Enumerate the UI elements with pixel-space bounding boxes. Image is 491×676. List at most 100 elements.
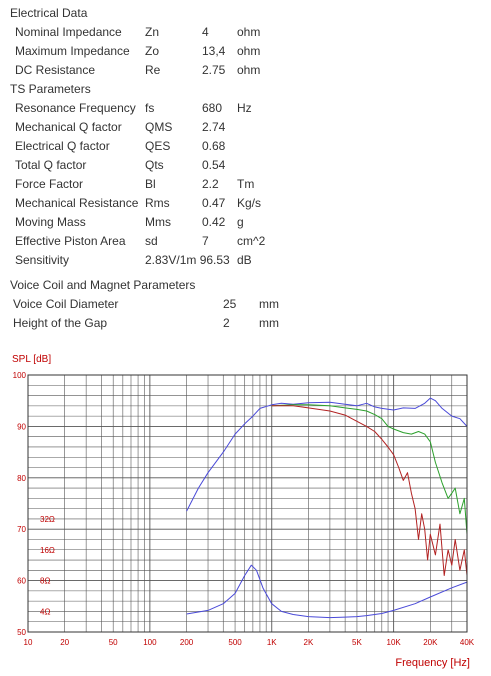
chart-grid xyxy=(28,375,467,632)
chart-ticks: 10 20 50 100 200 500 1K 2K 5K 10K 20K 40K 50 60 70 80 90… xyxy=(13,371,475,647)
spec-unit: cm^2 xyxy=(237,234,266,248)
spec-name: Total Q factor xyxy=(15,158,87,172)
spec-symbol: Rms xyxy=(145,196,170,210)
spec-value: 25 xyxy=(223,297,237,311)
spec-symbol: sd xyxy=(145,234,158,248)
spec-name: Nominal Impedance xyxy=(15,25,122,39)
spec-row: Effective Piston Area sd 7 cm^2 xyxy=(15,232,297,251)
spec-symbol: QES xyxy=(145,139,171,153)
spec-symbol: Bl xyxy=(145,177,156,191)
spec-name: Mechanical Resistance xyxy=(15,196,139,210)
y-tick-label: 60 xyxy=(17,577,26,586)
electrical-data-title: Electrical Data xyxy=(10,6,88,20)
spec-value: 0.42 xyxy=(202,215,226,229)
series-line-spl_red xyxy=(271,405,468,576)
spec-row: DC Resistance Re 2.75 ohm xyxy=(15,61,297,80)
impedance-scale-label: 16Ω xyxy=(40,546,55,555)
spec-row: Nominal Impedance Zn 4 ohm xyxy=(15,23,297,42)
impedance-scale-label: 32Ω xyxy=(40,515,55,524)
spec-unit: dB xyxy=(237,253,252,267)
spec-row: Resonance Frequency fs 680 Hz xyxy=(15,99,297,118)
y-tick-label: 70 xyxy=(17,525,26,534)
spec-unit: Tm xyxy=(237,177,255,191)
voice-coil-title: Voice Coil and Magnet Parameters xyxy=(10,278,196,292)
ts-parameters-table: Resonance Frequency fs 680 Hz Mechanical Q f… xyxy=(15,99,297,270)
spec-symbol: Mms xyxy=(145,215,171,229)
spec-unit: ohm xyxy=(237,63,261,77)
y-tick-label: 50 xyxy=(17,628,26,637)
spec-value: 0.68 xyxy=(202,139,226,153)
spec-unit: ohm xyxy=(237,44,261,58)
spec-row: Force Factor Bl 2.2 Tm xyxy=(15,175,297,194)
spec-row: Voice Coil Diameter 25 mm xyxy=(13,295,299,314)
spec-symbol: Zn xyxy=(145,25,160,39)
x-tick-label: 20K xyxy=(423,638,438,647)
spec-value: 2.2 xyxy=(202,177,219,191)
spec-value: 7 xyxy=(202,234,209,248)
impedance-scale-label: 4Ω xyxy=(40,607,50,616)
spec-unit: mm xyxy=(259,316,279,330)
x-tick-label: 2K xyxy=(304,638,314,647)
spec-value: 2.83V/1m 96.53 xyxy=(145,253,230,267)
spec-unit: ohm xyxy=(237,25,261,39)
spec-row: Maximum Impedance Zo 13,4 ohm xyxy=(15,42,297,61)
spec-row: Mechanical Resistance Rms 0.47 Kg/s xyxy=(15,194,297,213)
chart-series xyxy=(186,397,468,619)
ts-parameters-title: TS Parameters xyxy=(10,82,91,96)
spec-value: 2 xyxy=(223,316,230,330)
spec-symbol: Qts xyxy=(145,158,164,172)
spec-symbol: fs xyxy=(145,101,155,115)
spec-symbol: Zo xyxy=(145,44,160,58)
spec-value: 680 xyxy=(202,101,223,115)
y-tick-label: 90 xyxy=(17,422,26,431)
spec-name: Moving Mass xyxy=(15,215,86,229)
spec-row: Total Q factor Qts 0.54 xyxy=(15,156,297,175)
x-tick-label: 10 xyxy=(24,638,33,647)
spec-symbol: QMS xyxy=(145,120,173,134)
spec-symbol: Re xyxy=(145,63,161,77)
spec-value: 0.54 xyxy=(202,158,226,172)
spec-name: Electrical Q factor xyxy=(15,139,110,153)
spec-value: 13,4 xyxy=(202,44,226,58)
electrical-data-table: Nominal Impedance Zn 4 ohm Maximum Impedance… xyxy=(15,23,297,80)
chart-background xyxy=(0,348,491,676)
series-line-spl_green xyxy=(271,404,468,535)
y-tick-label: 80 xyxy=(17,474,26,483)
spec-value: 4 xyxy=(202,25,209,39)
spec-name: Maximum Impedance xyxy=(15,44,130,58)
series-line-impedance xyxy=(186,564,468,619)
spec-unit xyxy=(237,156,297,175)
spec-name: Force Factor xyxy=(15,177,84,191)
spec-row: Sensitivity 2.83V/1m 96.53 dB xyxy=(15,251,297,270)
impedance-scale-label: 8Ω xyxy=(40,577,50,586)
spec-unit: Hz xyxy=(237,101,252,115)
spec-unit: mm xyxy=(259,297,279,311)
spec-unit: Kg/s xyxy=(237,196,262,210)
x-tick-label: 10K xyxy=(387,638,402,647)
spec-name: Effective Piston Area xyxy=(15,234,126,248)
x-axis-label: Frequency [Hz] xyxy=(395,657,470,669)
speaker-specs: Electrical Data Nominal Impedance Zn 4 ohm M… xyxy=(10,4,490,333)
spec-name: Height of the Gap xyxy=(13,316,108,330)
x-tick-label: 100 xyxy=(143,638,157,647)
spec-row: Height of the Gap 2 mm xyxy=(13,314,299,333)
spec-value: 2.74 xyxy=(202,120,226,134)
spec-name: Mechanical Q factor xyxy=(15,120,122,134)
spec-value: 0.47 xyxy=(202,196,226,210)
x-tick-label: 500 xyxy=(228,638,242,647)
spec-unit xyxy=(237,118,297,137)
voice-coil-table: Voice Coil Diameter 25 mm Height of the Gap… xyxy=(13,295,299,333)
spec-name: Voice Coil Diameter xyxy=(13,297,119,311)
y-axis-label: SPL [dB] xyxy=(12,354,51,365)
x-tick-label: 1K xyxy=(267,638,277,647)
frequency-response-chart: SPL [dB] 10 20 50 100 200 500 1K 2K 5K 10K 20K 40K 5… xyxy=(0,348,491,676)
spec-row: Electrical Q factor QES 0.68 xyxy=(15,137,297,156)
plot-frame xyxy=(27,374,468,633)
spec-name: Resonance Frequency xyxy=(15,101,136,115)
spec-row: Mechanical Q factor QMS 2.74 xyxy=(15,118,297,137)
y-tick-label: 100 xyxy=(13,371,27,380)
x-tick-label: 200 xyxy=(180,638,194,647)
series-line-spl_blue xyxy=(186,397,468,512)
x-tick-label: 5K xyxy=(352,638,362,647)
spec-value: 2.75 xyxy=(202,63,226,77)
